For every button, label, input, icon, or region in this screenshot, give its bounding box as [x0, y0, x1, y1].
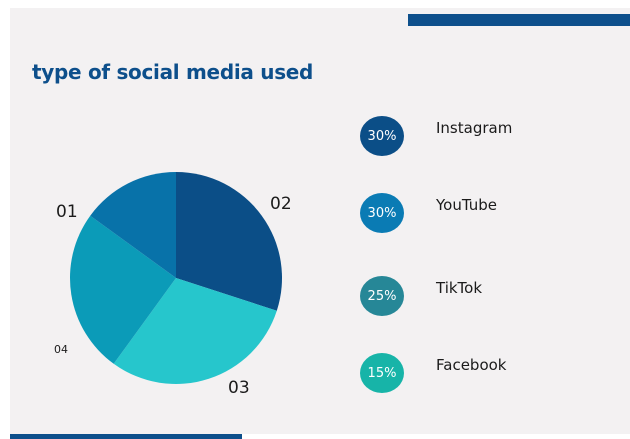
slice-tiktok	[70, 215, 176, 364]
legend-label-tiktok: TikTok	[436, 279, 483, 297]
legend-badge-facebook: 15%	[360, 353, 404, 393]
top-accent-bar	[408, 14, 630, 26]
legend-label-youtube: YouTube	[436, 196, 497, 214]
legend-label-facebook: Facebook	[436, 356, 507, 374]
legend-label-instagram: Instagram	[436, 119, 513, 137]
legend-item-tiktok: 25% TikTok	[360, 276, 620, 316]
legend-item-youtube: 30% YouTube	[360, 193, 620, 233]
legend-item-facebook: 15% Facebook	[360, 353, 620, 393]
legend-badge-youtube: 30%	[360, 193, 404, 233]
slice-facebook	[90, 172, 176, 278]
slice-youtube	[113, 278, 277, 384]
legend-badge-tiktok: 25%	[360, 276, 404, 316]
slice-label-04: 04	[54, 343, 68, 356]
legend-item-instagram: 30% Instagram	[360, 116, 620, 156]
slice-label-01: 01	[56, 202, 78, 222]
slice-label-02: 02	[270, 194, 292, 214]
bottom-accent-bar	[10, 434, 242, 439]
slice-instagram	[176, 172, 282, 311]
slice-label-03: 03	[228, 378, 250, 398]
chart-title: type of social media used	[32, 60, 314, 84]
legend-badge-instagram: 30%	[360, 116, 404, 156]
